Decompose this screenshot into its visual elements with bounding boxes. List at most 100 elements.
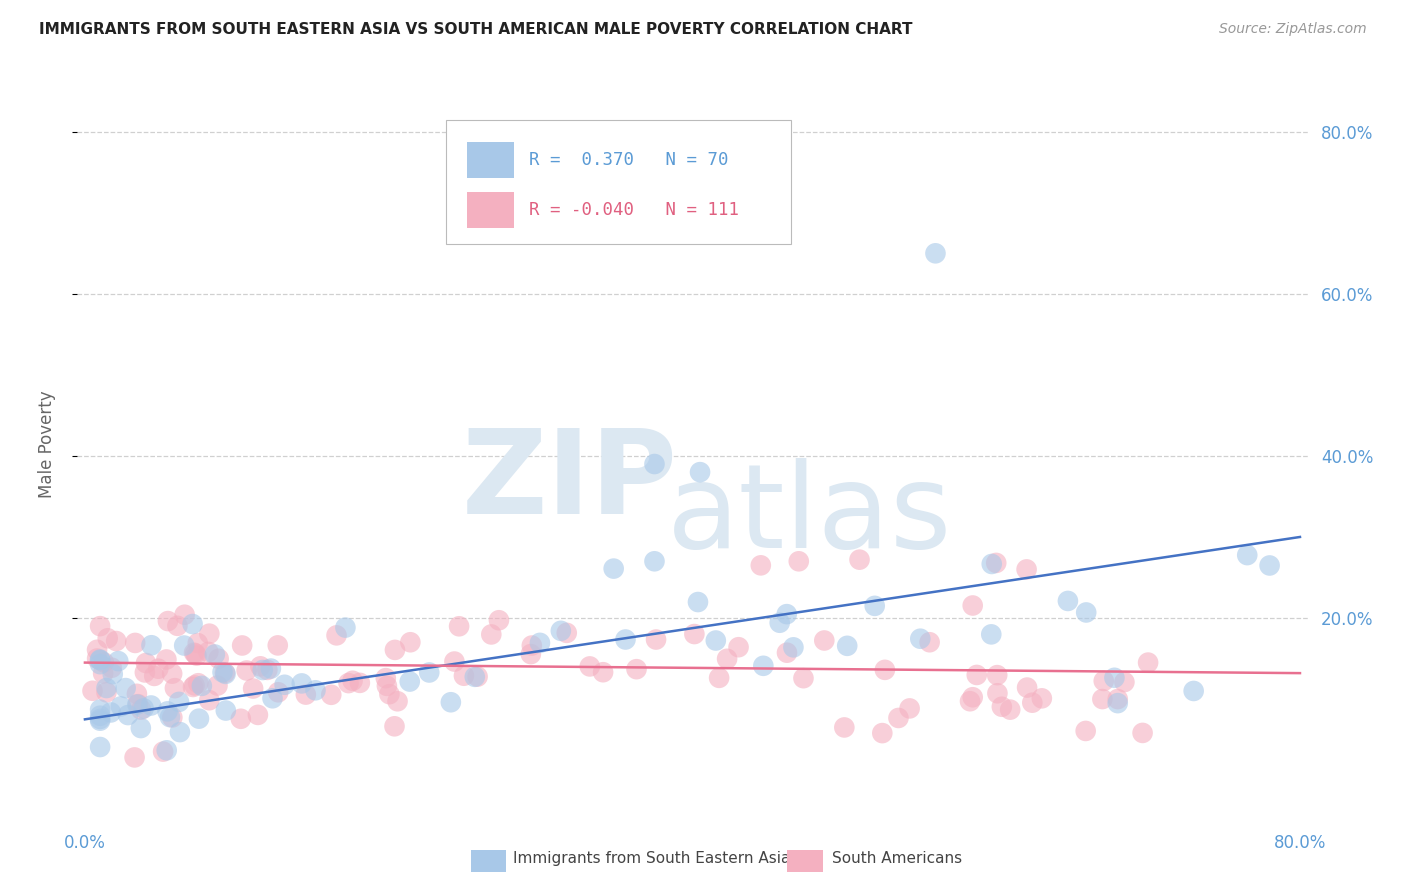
Point xyxy=(1107,696,1129,710)
Point xyxy=(86,642,108,657)
Point xyxy=(267,685,290,699)
Text: atlas: atlas xyxy=(666,458,952,573)
Point xyxy=(966,668,988,682)
Point xyxy=(387,694,409,708)
Y-axis label: Male Poverty: Male Poverty xyxy=(38,390,56,498)
Point xyxy=(267,639,290,653)
Point xyxy=(602,561,624,575)
Point xyxy=(187,636,209,650)
Point xyxy=(191,679,214,693)
Point xyxy=(555,626,578,640)
Point xyxy=(986,686,1008,700)
Point xyxy=(374,671,396,685)
Point xyxy=(148,662,170,676)
Text: R =  0.370   N = 70: R = 0.370 N = 70 xyxy=(529,152,728,169)
Point xyxy=(1104,671,1126,685)
Point xyxy=(105,634,128,648)
Point xyxy=(643,457,665,471)
Point xyxy=(127,697,149,711)
Point xyxy=(167,695,190,709)
Point xyxy=(1114,675,1136,690)
Point xyxy=(1182,684,1205,698)
Point xyxy=(529,636,551,650)
Point xyxy=(959,694,981,708)
Point xyxy=(837,639,859,653)
Point xyxy=(160,666,183,681)
Point xyxy=(291,676,314,690)
Point xyxy=(159,710,181,724)
Point xyxy=(163,681,186,695)
Point xyxy=(707,671,730,685)
Point xyxy=(249,659,271,673)
Point xyxy=(262,691,284,706)
Point xyxy=(325,628,347,642)
Point xyxy=(173,639,195,653)
Point xyxy=(749,558,772,573)
Point xyxy=(1258,558,1281,573)
Point xyxy=(89,739,111,754)
Point xyxy=(683,627,706,641)
Point xyxy=(626,662,648,676)
Point xyxy=(689,465,711,479)
Point xyxy=(1074,723,1097,738)
FancyBboxPatch shape xyxy=(467,192,515,228)
Point xyxy=(848,552,870,566)
Text: R = -0.040   N = 111: R = -0.040 N = 111 xyxy=(529,201,738,219)
Point xyxy=(156,743,179,757)
Point xyxy=(256,663,278,677)
Point xyxy=(166,619,188,633)
Point xyxy=(260,662,283,676)
Point xyxy=(198,693,221,707)
Point xyxy=(117,708,139,723)
Point xyxy=(1236,548,1258,562)
Point xyxy=(686,595,709,609)
Point xyxy=(342,673,364,688)
Point xyxy=(453,669,475,683)
Point xyxy=(124,636,146,650)
Point xyxy=(207,679,229,693)
Point xyxy=(246,707,269,722)
Point xyxy=(1132,726,1154,740)
Point xyxy=(592,665,614,680)
Point xyxy=(107,654,129,668)
Point xyxy=(132,701,155,715)
Point xyxy=(349,676,371,690)
Point xyxy=(467,670,489,684)
Point xyxy=(100,706,122,720)
Point xyxy=(129,703,152,717)
Point xyxy=(173,607,195,622)
Point xyxy=(488,613,510,627)
Point xyxy=(1021,696,1043,710)
Text: South Americans: South Americans xyxy=(832,852,963,866)
Point xyxy=(198,626,221,640)
Text: Source: ZipAtlas.com: Source: ZipAtlas.com xyxy=(1219,22,1367,37)
Point xyxy=(384,719,406,733)
Point xyxy=(1107,692,1129,706)
Point xyxy=(273,678,295,692)
Point xyxy=(89,714,111,728)
Point xyxy=(211,665,233,680)
Text: IMMIGRANTS FROM SOUTH EASTERN ASIA VS SOUTH AMERICAN MALE POVERTY CORRELATION CH: IMMIGRANTS FROM SOUTH EASTERN ASIA VS SO… xyxy=(39,22,912,37)
Point xyxy=(443,655,465,669)
Point xyxy=(924,246,946,260)
Point xyxy=(235,664,257,678)
Point xyxy=(184,647,207,661)
Point xyxy=(96,681,118,695)
Point xyxy=(89,619,111,633)
Point xyxy=(188,712,211,726)
Point xyxy=(187,676,209,690)
Point xyxy=(214,665,236,680)
Point xyxy=(91,666,114,681)
Point xyxy=(1031,691,1053,706)
Point xyxy=(114,681,136,695)
Point xyxy=(143,669,166,683)
Point xyxy=(89,708,111,723)
Point xyxy=(787,554,810,568)
Point xyxy=(229,712,252,726)
Point xyxy=(181,680,204,694)
Point xyxy=(139,698,162,713)
Point xyxy=(752,658,775,673)
Point xyxy=(100,661,122,675)
Point xyxy=(1057,594,1080,608)
Point xyxy=(242,681,264,696)
